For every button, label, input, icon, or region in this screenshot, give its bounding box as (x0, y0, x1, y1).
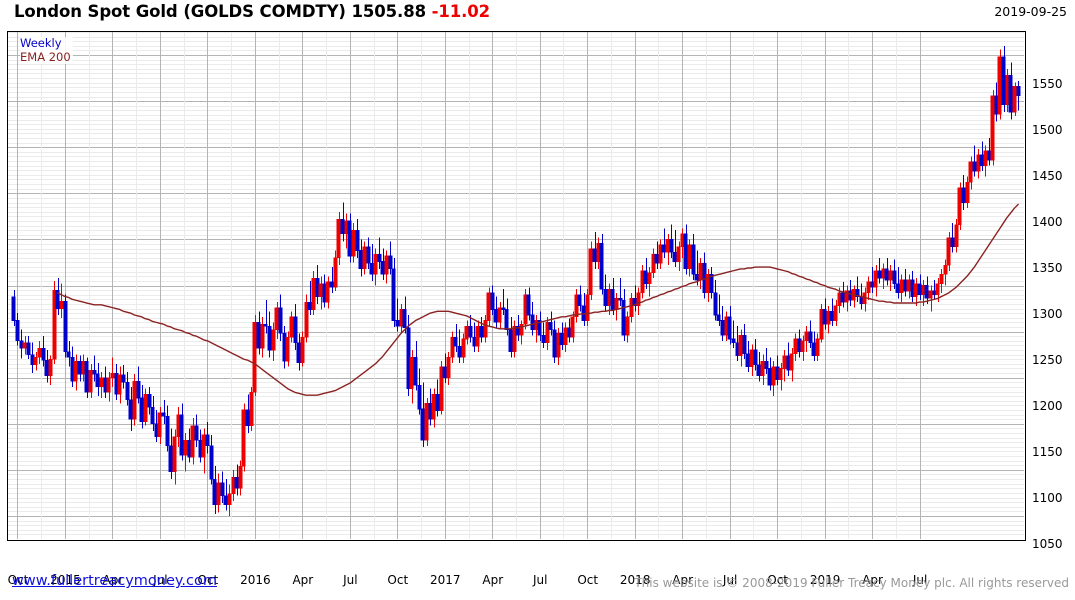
x-axis-tick-label: Oct (7, 573, 29, 587)
chart-date: 2019-09-25 (994, 4, 1067, 19)
y-axis: 1050 1100 1150 1200 1250 1300 1350 1400 1450 1500… (1032, 56, 1075, 576)
candle-series[interactable] (11, 45, 1021, 516)
chart-footer: www.fullertreacymoney.com This website i… (0, 572, 1075, 600)
x-axis-tick-label: Apr (482, 573, 504, 587)
instrument-symbol: (GOLDS COMDTY) (183, 2, 346, 21)
x-axis-tick-label: Apr (102, 573, 124, 587)
x-axis-tick-label: 2017 (430, 573, 461, 587)
y-axis-tick-label: 1350 (1032, 260, 1063, 275)
y-axis-tick-label: 1250 (1032, 353, 1063, 368)
x-axis-tick-label: Oct (387, 573, 409, 587)
x-axis-tick-label: Jul (153, 573, 168, 587)
minor-vertical-gridlines (41, 32, 897, 539)
copyright-notice: This website is © 2008-2019 Fuller Treac… (634, 576, 1069, 590)
x-axis-tick-label: Jul (722, 573, 738, 587)
x-axis-tick-label: Jul (343, 573, 358, 587)
instrument-name: London Spot Gold (14, 2, 178, 21)
y-axis-tick-label: 1550 (1032, 76, 1063, 91)
x-axis-tick-label: 2015 (50, 573, 81, 587)
x-axis-tick-label: Oct (767, 573, 788, 587)
y-axis-tick-label: 1150 (1032, 445, 1063, 460)
candlestick-plot[interactable] (8, 32, 1024, 539)
y-axis-tick-label: 1100 (1032, 491, 1063, 506)
y-axis-tick-label: 1200 (1032, 399, 1063, 414)
ema-200-line (56, 203, 1019, 396)
x-axis-tick-label: Apr (292, 573, 314, 587)
y-axis-tick-label: 1450 (1032, 168, 1063, 183)
last-price: 1505.88 (351, 2, 427, 21)
page-title: London Spot Gold (GOLDS COMDTY) 1505.88 … (14, 2, 490, 21)
site-link[interactable]: www.fullertreacymoney.com (12, 573, 217, 589)
x-axis: Oct 2015 Apr Jul Oct 2016 Apr Jul Oct 2017 Apr Jul O… (0, 573, 1075, 593)
y-axis-tick-label: 1500 (1032, 122, 1063, 137)
x-axis-tick-label: 2019 (809, 573, 841, 587)
plot-frame[interactable]: Weekly EMA 200 (7, 31, 1026, 541)
x-axis-tick-label: 2016 (240, 573, 271, 587)
x-axis-tick-label: Apr (862, 573, 883, 587)
y-axis-tick-label: 1050 (1032, 537, 1063, 552)
x-axis-tick-label: 2018 (619, 573, 651, 587)
x-axis-tick-label: Jul (912, 573, 928, 587)
price-change: -11.02 (431, 2, 491, 21)
y-axis-tick-label: 1300 (1032, 307, 1063, 321)
x-axis-tick-label: Oct (197, 573, 219, 587)
y-axis-tick-label: 1400 (1032, 214, 1063, 229)
chart-header: London Spot Gold (GOLDS COMDTY) 1505.88 … (0, 0, 1075, 28)
x-axis-tick-label: Jul (532, 573, 548, 587)
x-axis-tick-label: Apr (672, 573, 694, 587)
x-axis-tick-label: Oct (577, 573, 599, 587)
chart-area: Weekly EMA 200 1050 1100 1150 1200 1250 1300 1… (0, 28, 1075, 587)
